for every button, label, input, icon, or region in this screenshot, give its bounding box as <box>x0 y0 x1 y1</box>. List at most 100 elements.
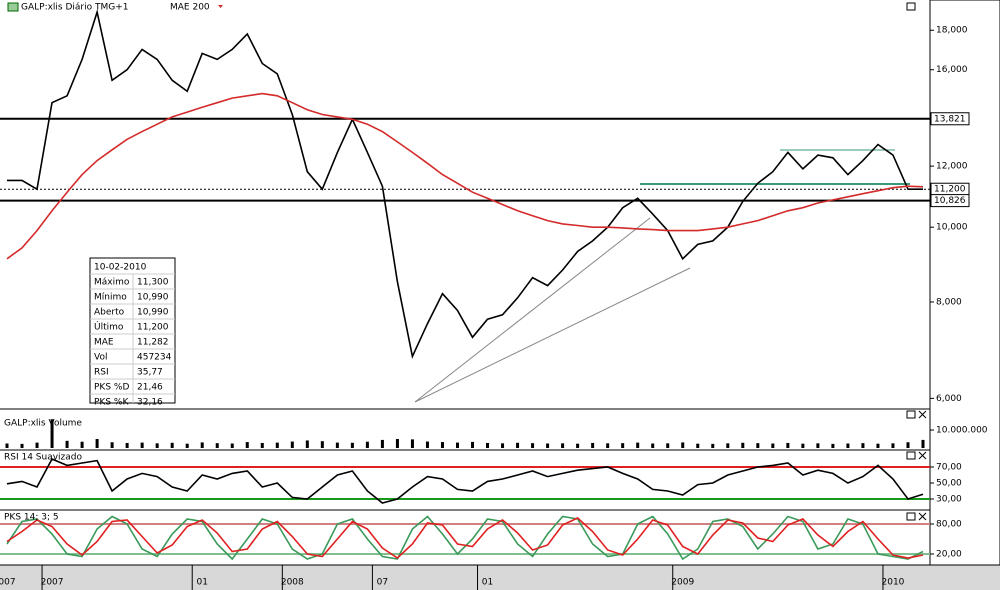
info-label: Máximo <box>94 278 130 288</box>
volume-bar <box>741 442 745 448</box>
volume-bar <box>335 442 339 448</box>
close-button[interactable] <box>918 410 927 419</box>
info-label: PKS %K <box>94 398 129 408</box>
x-tick-label: 2008 <box>281 578 304 588</box>
info-date: 10-02-2010 <box>94 263 147 273</box>
info-label: Aberto <box>94 308 125 318</box>
volume-bar <box>816 443 820 448</box>
legend-entry: MAE 200 <box>170 3 210 13</box>
y-tick-label: 16,000 <box>936 65 968 75</box>
close-button[interactable] <box>918 512 927 521</box>
volume-bar <box>290 441 294 448</box>
x-tick-label: 01 <box>482 578 493 588</box>
info-value: 35,77 <box>137 368 163 378</box>
volume-bar <box>876 443 880 448</box>
y-tick-label: 8,000 <box>936 297 962 307</box>
maximize-button[interactable] <box>906 512 916 521</box>
close-button[interactable] <box>918 451 927 460</box>
level-label: 11,200 <box>934 185 966 195</box>
volume-bar <box>786 442 790 448</box>
volume-bar <box>531 443 535 448</box>
y-tick-label: 20,00 <box>936 550 962 560</box>
volume-bar <box>215 443 219 448</box>
series-line <box>6 457 924 504</box>
series-line <box>6 515 924 561</box>
y-tick-label: 6,000 <box>936 394 962 404</box>
y-tick-label: 50,00 <box>936 479 962 489</box>
volume-bar <box>125 442 129 448</box>
volume-bar <box>756 443 760 448</box>
volume-bar <box>831 443 835 448</box>
volume-bar <box>5 443 9 448</box>
volume-bar <box>561 443 565 448</box>
info-value: 32,16 <box>137 398 163 408</box>
volume-bar <box>35 442 39 448</box>
x-tick-label: 2010 <box>882 578 905 588</box>
trend-line <box>414 217 651 403</box>
panel-title: GALP:xlis Volume <box>4 419 82 429</box>
volume-bar <box>666 443 670 448</box>
volume-bar <box>155 443 159 448</box>
info-value: 11,282 <box>137 338 169 348</box>
volume-bar <box>651 443 655 448</box>
volume-bar <box>546 443 550 448</box>
series-line <box>6 92 924 260</box>
volume-bar <box>350 442 354 448</box>
y-tick-label: 12,000 <box>936 162 968 172</box>
volume-bar <box>65 440 69 448</box>
volume-bar <box>365 441 369 448</box>
info-value: 11,200 <box>137 323 169 333</box>
info-value: 10,990 <box>137 293 169 303</box>
info-label: PKS %D <box>94 383 129 393</box>
volume-bar <box>486 442 490 448</box>
series-icon <box>7 2 19 12</box>
volume-bar <box>305 440 309 448</box>
volume-bar <box>621 443 625 448</box>
legend-arrow <box>218 5 223 8</box>
x-tick-label: 07 <box>377 578 388 588</box>
volume-bar <box>110 442 114 448</box>
volume-bar <box>516 442 520 448</box>
info-label: Último <box>94 321 124 333</box>
level-label: 10,826 <box>934 196 966 206</box>
volume-bar <box>170 442 174 448</box>
info-value: 21,46 <box>137 383 163 393</box>
volume-bar <box>260 442 264 448</box>
volume-bar <box>140 442 144 448</box>
trend-line <box>414 267 691 403</box>
y-tick-label: 18,000 <box>936 26 968 36</box>
volume-bar <box>395 439 399 448</box>
volume-bar <box>591 442 595 448</box>
volume-bar <box>771 443 775 448</box>
volume-bar <box>425 441 429 448</box>
x-tick-label: 2009 <box>671 578 694 588</box>
volume-bar <box>185 443 189 448</box>
volume-bar <box>455 442 459 448</box>
volume-bar <box>726 443 730 448</box>
volume-bar <box>471 441 475 448</box>
info-label: RSI <box>94 368 109 378</box>
x-axis-bar <box>0 565 1000 590</box>
series-line <box>6 517 924 560</box>
y-tick-label: 30,00 <box>936 495 962 505</box>
volume-bar <box>245 442 249 448</box>
panel-title: RSI 14 Suavizado <box>4 453 83 463</box>
y-tick-label: 10.000.000 <box>936 426 988 436</box>
maximize-button[interactable] <box>906 2 916 11</box>
info-value: 11,300 <box>137 278 169 288</box>
volume-bar <box>891 443 895 448</box>
volume-bar <box>410 439 414 448</box>
volume-bar <box>95 439 99 448</box>
volume-bar <box>320 441 324 448</box>
info-value: 457234 <box>137 353 172 363</box>
volume-bar <box>501 443 505 448</box>
maximize-button[interactable] <box>906 410 916 419</box>
level-label: 13,821 <box>934 114 966 124</box>
y-tick-label: 80,00 <box>936 520 962 530</box>
volume-bar <box>846 443 850 448</box>
maximize-button[interactable] <box>906 451 916 460</box>
info-label: Mínimo <box>94 293 127 303</box>
y-tick-label: 70,00 <box>936 463 962 473</box>
level-label-box <box>930 194 970 208</box>
x-tick-label: 01 <box>196 578 207 588</box>
